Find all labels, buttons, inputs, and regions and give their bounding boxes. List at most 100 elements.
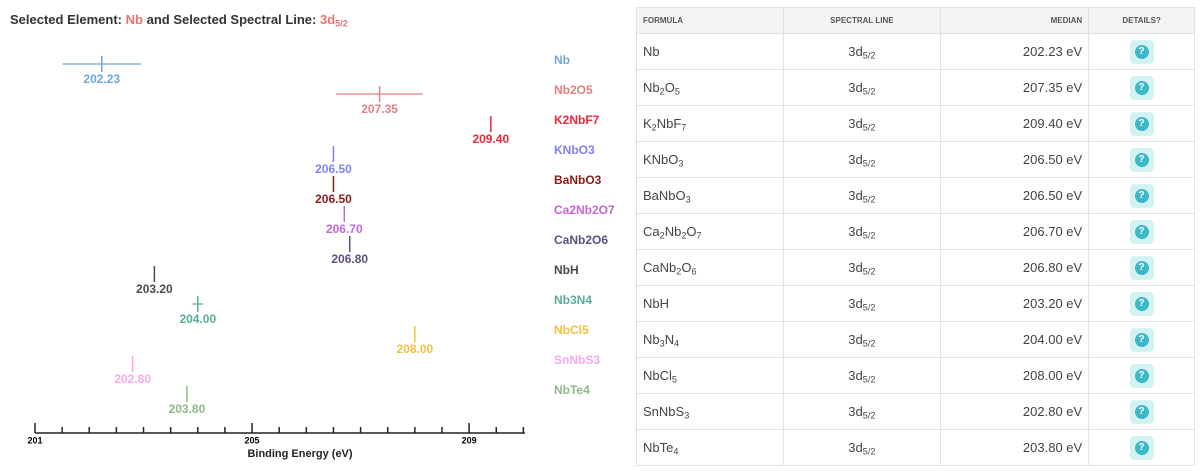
legend-entry: BaNbO3: [554, 173, 602, 187]
details-cell: ?: [1088, 177, 1195, 214]
details-cell: ?: [1088, 285, 1195, 322]
data-label: 206.80: [331, 252, 368, 266]
details-icon: ?: [1134, 296, 1149, 311]
details-button[interactable]: ?: [1129, 111, 1154, 136]
data-label: 202.80: [114, 372, 151, 386]
details-button[interactable]: ?: [1129, 75, 1154, 100]
legend-entry: Nb2O5: [554, 83, 593, 97]
data-label: 203.80: [169, 402, 206, 416]
details-icon: ?: [1134, 404, 1149, 419]
details-icon: ?: [1134, 152, 1149, 167]
details-icon: ?: [1134, 260, 1149, 275]
formula-cell: NbCl5: [636, 357, 784, 394]
table-row: Nb3N4 3d5/2 204.00 eV?: [636, 321, 1195, 358]
details-button[interactable]: ?: [1129, 399, 1154, 424]
details-icon: ?: [1134, 80, 1149, 95]
data-label: 208.00: [396, 342, 433, 356]
table-row: SnNbS3 3d5/2 202.80 eV?: [636, 393, 1195, 430]
details-icon: ?: [1134, 188, 1149, 203]
details-cell: ?: [1088, 141, 1195, 178]
formula-cell: Nb2O5: [636, 69, 784, 106]
details-cell: ?: [1088, 213, 1195, 250]
details-button[interactable]: ?: [1129, 291, 1154, 316]
legend-entry: Nb3N4: [554, 293, 592, 307]
selected-element: Nb: [125, 12, 143, 27]
formula-cell: SnNbS3: [636, 393, 784, 430]
column-header: DETAILS?: [1088, 7, 1195, 34]
table-row: NbCl5 3d5/2 208.00 eV?: [636, 357, 1195, 394]
column-header: MEDIAN: [939, 7, 1090, 34]
results-table: FORMULA SPECTRAL LINE MEDIAN DETAILS? Nb 3d5/…: [636, 7, 1195, 466]
data-label: 204.00: [179, 312, 216, 326]
legend-entry: CaNb2O6: [554, 233, 608, 247]
details-icon: ?: [1134, 224, 1149, 239]
table-row: K2NbF7 3d5/2 209.40 eV?: [636, 105, 1195, 142]
formula-cell: KNbO3: [636, 141, 784, 178]
legend-entry: NbCl5: [554, 323, 589, 337]
spectral-line-cell: 3d5/2: [782, 69, 941, 106]
spectral-line-cell: 3d5/2: [782, 105, 941, 142]
formula-cell: NbH: [636, 285, 784, 322]
header-label: Selected Element:: [10, 12, 122, 27]
header-row: FORMULA SPECTRAL LINE MEDIAN DETAILS?: [636, 7, 1195, 34]
details-button[interactable]: ?: [1129, 219, 1154, 244]
legend-entry: Nb: [554, 53, 570, 67]
x-axis-label: Binding Energy (eV): [247, 448, 352, 460]
chart: 201 205 209 Binding Energy (eV) 202.23 Nb 207.…: [27, 53, 615, 460]
median-cell: 203.20 eV: [939, 285, 1090, 322]
median-cell: 204.00 eV: [939, 321, 1090, 358]
median-cell: 208.00 eV: [939, 357, 1090, 394]
details-cell: ?: [1088, 429, 1195, 466]
data-label: 206.50: [315, 162, 352, 176]
details-cell: ?: [1088, 249, 1195, 286]
details-button[interactable]: ?: [1129, 435, 1154, 460]
formula-cell: BaNbO3: [636, 177, 784, 214]
details-cell: ?: [1088, 393, 1195, 430]
legend-entry: K2NbF7: [554, 113, 600, 127]
spectral-line-cell: 3d5/2: [782, 285, 941, 322]
spectral-line-cell: 3d5/2: [782, 33, 941, 70]
spectral-line-cell: 3d5/2: [782, 429, 941, 466]
formula-cell: NbTe4: [636, 429, 784, 466]
details-icon: ?: [1134, 332, 1149, 347]
data-label: 203.20: [136, 282, 173, 296]
details-button[interactable]: ?: [1129, 363, 1154, 388]
selection-header: Selected Element: Nb and Selected Spectr…: [10, 12, 348, 28]
data-label: 207.35: [361, 102, 398, 116]
details-button[interactable]: ?: [1129, 255, 1154, 280]
legend-entry: NbH: [554, 263, 579, 277]
details-button[interactable]: ?: [1129, 39, 1154, 64]
legend-entry: KNbO3: [554, 143, 595, 157]
details-cell: ?: [1088, 321, 1195, 358]
details-cell: ?: [1088, 69, 1195, 106]
header-label: and Selected Spectral Line:: [146, 12, 317, 27]
formula-cell: Nb3N4: [636, 321, 784, 358]
median-cell: 202.23 eV: [939, 33, 1090, 70]
median-cell: 207.35 eV: [939, 69, 1090, 106]
details-button[interactable]: ?: [1129, 327, 1154, 352]
spectral-line-cell: 3d5/2: [782, 357, 941, 394]
data-label: 206.70: [326, 222, 363, 236]
details-icon: ?: [1134, 368, 1149, 383]
formula-cell: Nb: [636, 33, 784, 70]
details-icon: ?: [1134, 44, 1149, 59]
column-header: SPECTRAL LINE: [782, 7, 941, 34]
data-label: 202.23: [83, 72, 120, 86]
details-cell: ?: [1088, 357, 1195, 394]
table-row: NbTe4 3d5/2 203.80 eV?: [636, 429, 1195, 466]
median-cell: 209.40 eV: [939, 105, 1090, 142]
spectral-line-cell: 3d5/2: [782, 249, 941, 286]
legend-entry: Ca2Nb2O7: [554, 203, 615, 217]
details-button[interactable]: ?: [1129, 183, 1154, 208]
legend-entry: SnNbS3: [554, 353, 600, 367]
x-tick-label: 209: [462, 435, 477, 445]
median-cell: 206.80 eV: [939, 249, 1090, 286]
spectral-line-cell: 3d5/2: [782, 177, 941, 214]
median-cell: 206.70 eV: [939, 213, 1090, 250]
data-label: 209.40: [472, 132, 509, 146]
details-button[interactable]: ?: [1129, 147, 1154, 172]
median-cell: 206.50 eV: [939, 177, 1090, 214]
column-header: FORMULA: [636, 7, 784, 34]
spectral-line-cell: 3d5/2: [782, 393, 941, 430]
